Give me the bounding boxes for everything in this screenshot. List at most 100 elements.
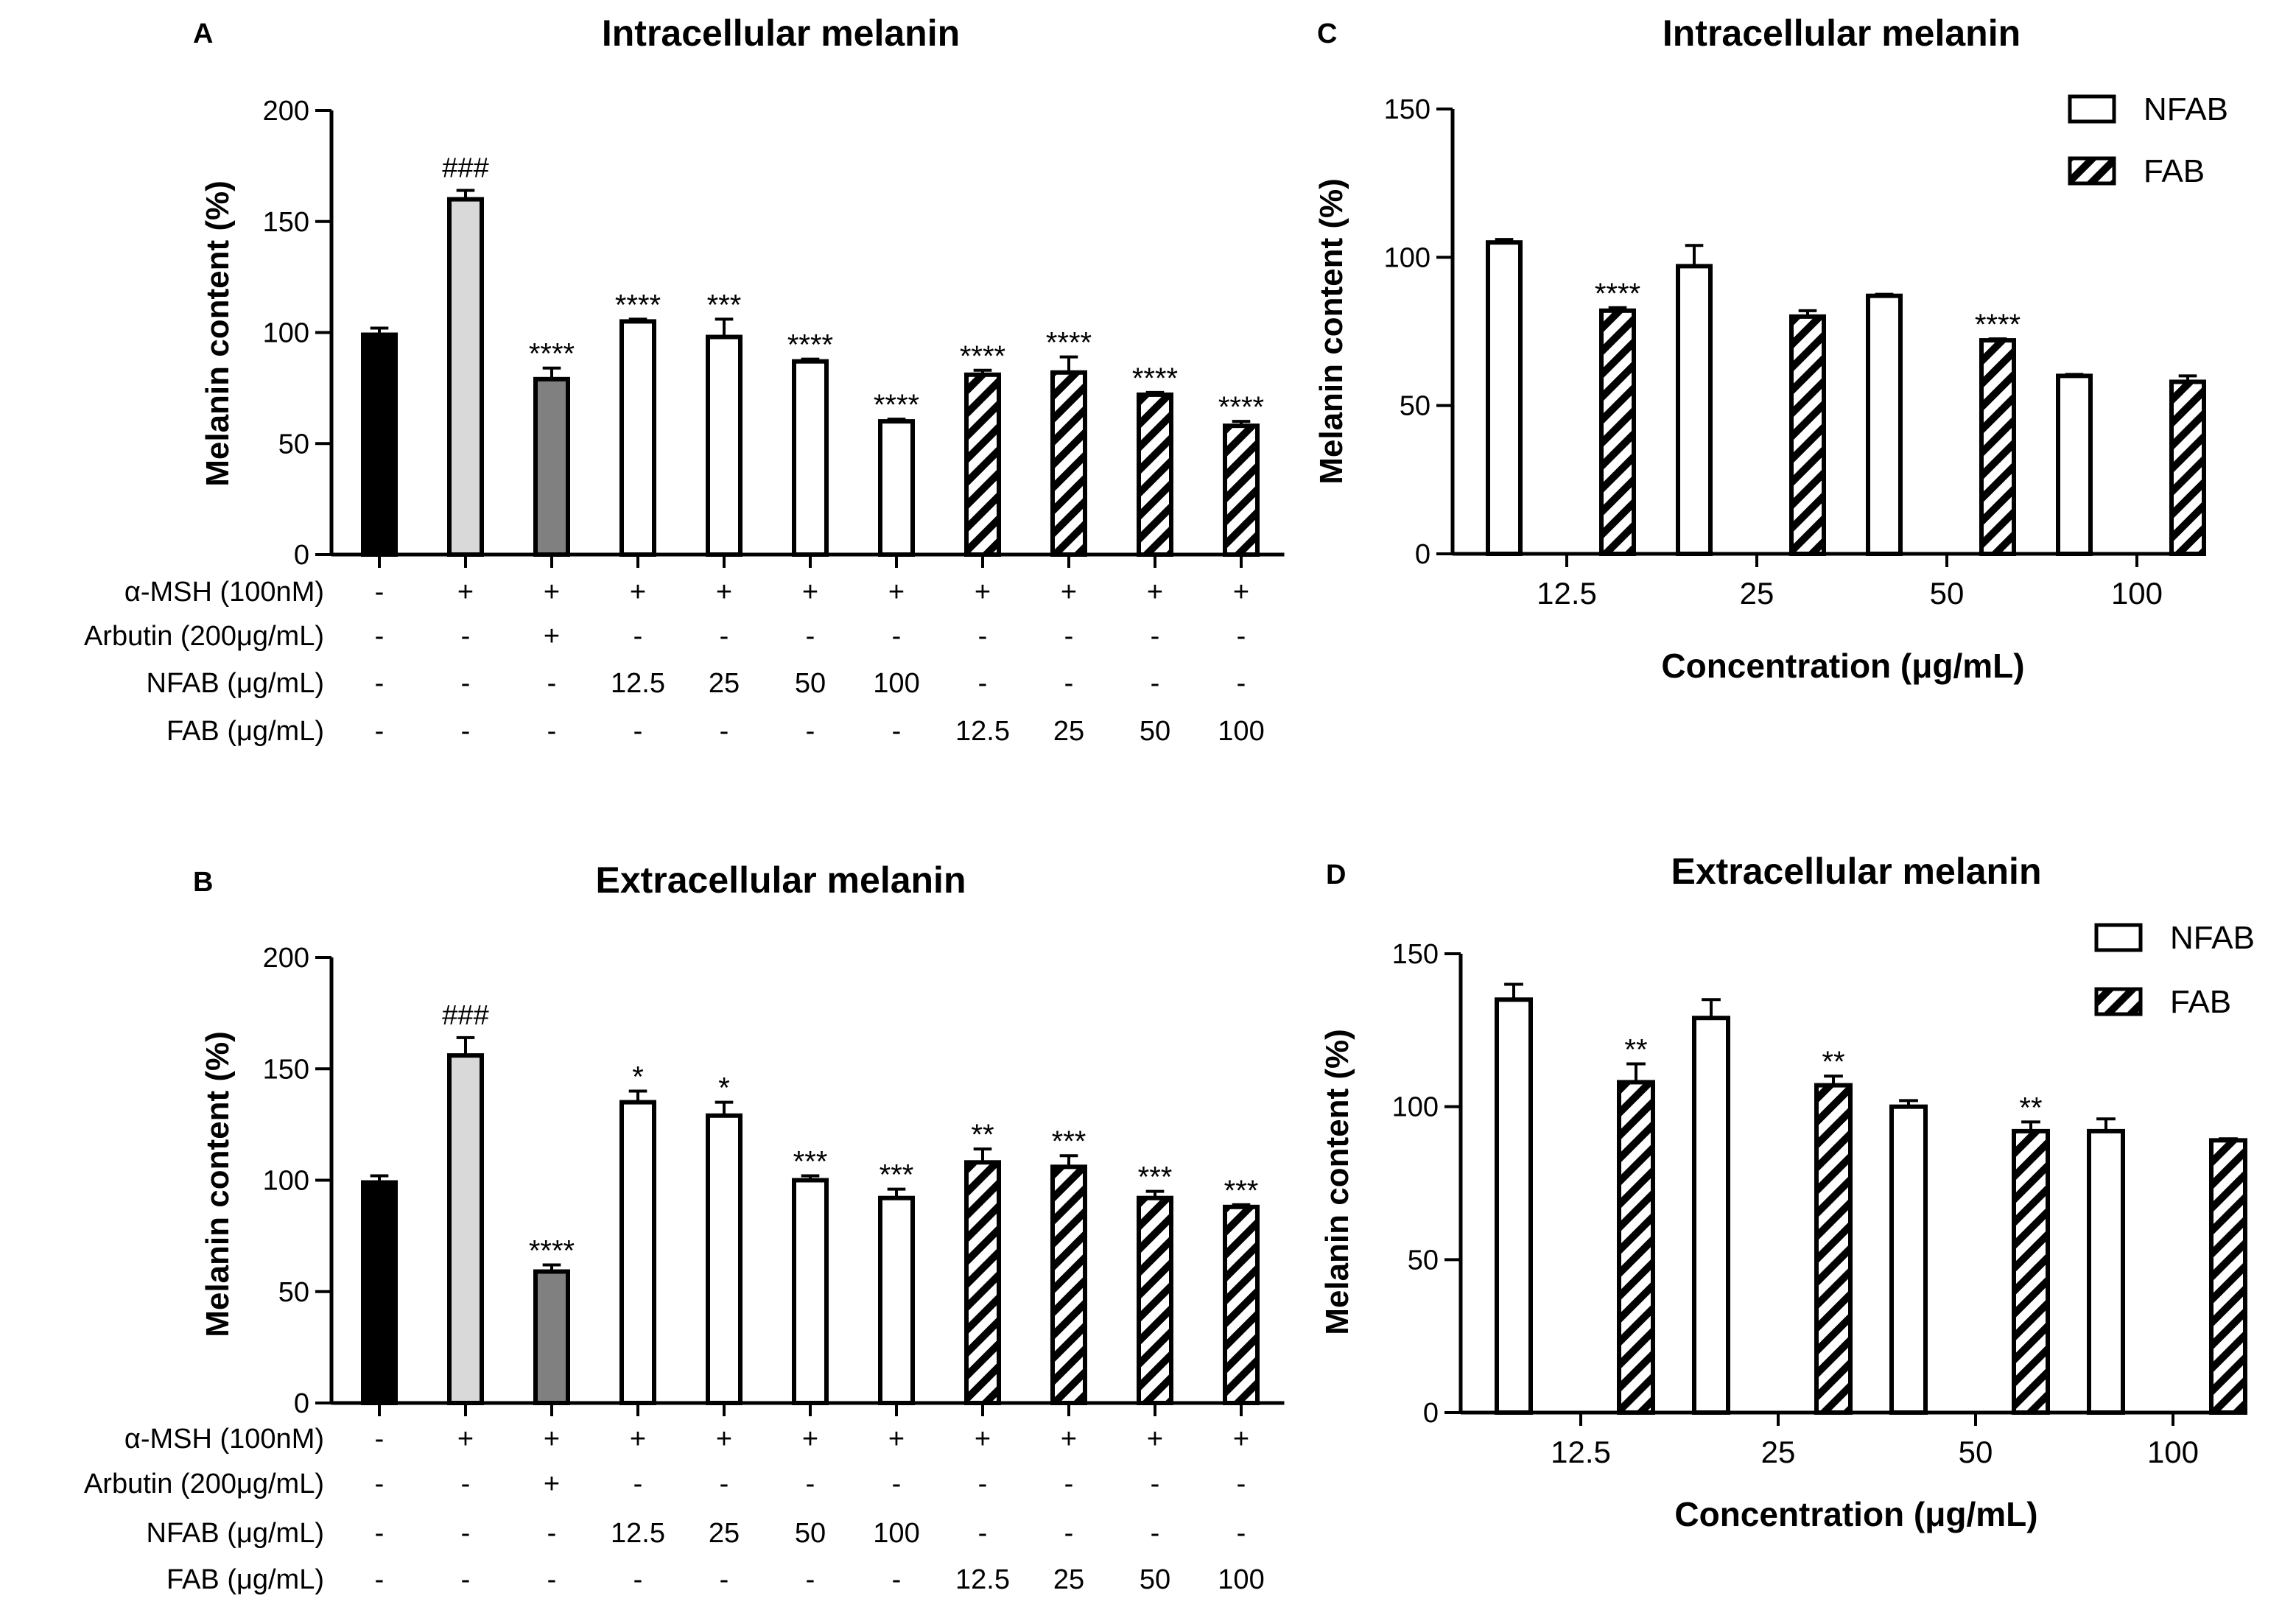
- panel-d-x-tick-label: 25: [1761, 1435, 1796, 1469]
- panel-d-legend-label-nfab: NFAB: [2170, 920, 2255, 956]
- panel-b-treatment-value: 50: [795, 1518, 826, 1549]
- panel-a-treatment-value: +: [888, 577, 905, 608]
- panel-b-treatment-value: 100: [873, 1518, 919, 1549]
- panel-a-treatment-value: +: [1061, 577, 1077, 608]
- panel-c-x-tick-label: 50: [1930, 576, 1965, 611]
- panel-a-treatment-value: -: [461, 621, 471, 652]
- panel-d-nfab-bar: [1692, 1016, 1730, 1415]
- panel-a-treatment-label: NFAB (μg/mL): [147, 668, 325, 699]
- panel-c-y-tick-label: 0: [1415, 539, 1430, 570]
- panel-b-significance-label: *: [718, 1072, 730, 1105]
- panel-b-bar: [964, 1160, 1001, 1406]
- panel-b-treatment-value: -: [1237, 1518, 1246, 1549]
- panel-b-title: Extracellular melanin: [595, 859, 966, 901]
- panel-d-fab-bar: [2209, 1138, 2247, 1416]
- panel-b-treatment-value: -: [547, 1518, 557, 1549]
- panel-a-treatment-value: -: [978, 668, 988, 699]
- panel-b-treatment-value: +: [716, 1424, 732, 1455]
- panel-a-treatment-value: -: [1151, 668, 1160, 699]
- panel-a-significance-label: ****: [960, 340, 1005, 373]
- panel-b-treatment-value: +: [457, 1424, 474, 1455]
- panel-a-treatment-value: -: [375, 716, 385, 747]
- panel-a-treatment-value: +: [802, 577, 818, 608]
- panel-b-treatment-value: -: [1064, 1518, 1074, 1549]
- panel-a-y-tick-label: 0: [294, 540, 309, 571]
- panel-b-treatment-value: -: [375, 1469, 385, 1499]
- panel-a-treatment-value: +: [630, 577, 646, 608]
- panel-b-treatment-value: -: [461, 1469, 471, 1499]
- panel-a-treatment-value: -: [1064, 668, 1074, 699]
- panel-d-plot: 0 50 100 150 ** 12.5 ** 25 ** 50 100: [1392, 939, 2247, 1469]
- panel-a-treatment-value: -: [633, 716, 643, 747]
- panel-d-x-tick-label: 12.5: [1551, 1435, 1611, 1469]
- panel-c-nfab-bar: [1676, 264, 1713, 556]
- panel-d-fab-bar: [2012, 1128, 2050, 1415]
- panel-a-bar: [619, 319, 656, 557]
- panel-a-treatment-value: 50: [1140, 716, 1170, 747]
- panel-d-xlabel: Concentration (μg/mL): [1674, 1495, 2037, 1533]
- panel-a-treatment-value: +: [457, 577, 474, 608]
- panel-d-fab-significance-label: **: [1624, 1034, 1647, 1066]
- panel-b-treatment-value: -: [892, 1469, 902, 1499]
- panel-a-treatment-value: 50: [795, 668, 826, 699]
- panel-a-treatment-value: -: [720, 716, 729, 747]
- panel-b-bar: [447, 1053, 484, 1405]
- panel-d-fab-significance-label: **: [2019, 1091, 2042, 1124]
- panel-a-treatment-value: +: [1147, 577, 1163, 608]
- panel-a-treatment-value: -: [375, 668, 385, 699]
- panel-d-legend-swatch-fab: [2094, 987, 2143, 1016]
- panel-d-legend-label-fab: FAB: [2170, 984, 2231, 1020]
- panel-c-title: Intracellular melanin: [1663, 13, 2021, 54]
- panel-d-y-tick-label: 0: [1423, 1398, 1439, 1429]
- panel-d-fab-bar: [1814, 1083, 1853, 1416]
- panel-c-fab-bar: [1599, 308, 1636, 556]
- panel-a-y-tick-label: 100: [263, 318, 309, 349]
- panel-d-legend-swatch-nfab: [2094, 923, 2143, 952]
- panel-d-x-tick-label: 100: [2147, 1435, 2199, 1469]
- panel-letter-a: A: [193, 18, 213, 49]
- panel-a-bar: [878, 419, 915, 557]
- panel-a-bar: [1223, 423, 1260, 557]
- panel-a-ylabel: Melanin content (%): [200, 180, 236, 487]
- panel-b-treatment-value: -: [1064, 1469, 1074, 1499]
- panel-c-nfab-bar: [1866, 293, 1903, 556]
- panel-b-bar: [361, 1180, 398, 1406]
- panel-a-treatment-value: -: [1237, 668, 1246, 699]
- panel-c-fab-bar: [2169, 379, 2206, 556]
- panel-a-treatment-value: +: [1233, 577, 1249, 608]
- panel-b-bar: [1050, 1164, 1087, 1405]
- panel-b-significance-label: ###: [442, 1000, 488, 1031]
- panel-a-treatment-label: α-MSH (100nM): [124, 577, 324, 608]
- panel-b-treatment-value: -: [461, 1518, 471, 1549]
- panel-b-y-tick-label: 0: [294, 1388, 309, 1419]
- panel-a-treatment-value: -: [1064, 621, 1074, 652]
- panel-a-treatment-value: -: [375, 577, 385, 608]
- panel-b-treatment-value: +: [1147, 1424, 1163, 1455]
- panel-d-legend: NFAB FAB: [2094, 920, 2255, 1020]
- panel-a-treatment-label: Arbutin (200μg/mL): [84, 621, 324, 652]
- panel-c-fab-significance-label: ****: [1595, 278, 1640, 310]
- panel-d: D Extracellular melanin Melanin content …: [1319, 851, 2255, 1533]
- panel-b-bar: [1223, 1204, 1260, 1406]
- panel-a-treatment-value: -: [375, 621, 385, 652]
- panel-c-y-tick-label: 150: [1384, 94, 1430, 125]
- panel-a-treatment-value: +: [544, 621, 560, 652]
- panel-b-significance-label: ***: [1138, 1161, 1173, 1194]
- panel-b-treatment-value: +: [544, 1424, 560, 1455]
- panel-b-treatment-value: -: [892, 1564, 902, 1595]
- panel-c-ylabel: Melanin content (%): [1313, 178, 1349, 485]
- panel-c-fab-significance-label: ****: [1975, 309, 2021, 341]
- panel-b-bar: [792, 1178, 829, 1405]
- panel-b-treatment-value: -: [1151, 1518, 1160, 1549]
- panel-a-treatment-value: +: [716, 577, 732, 608]
- panel-a-significance-label: ****: [529, 338, 575, 370]
- panel-b-significance-label: ***: [880, 1159, 914, 1192]
- panel-a-bar: [706, 334, 742, 557]
- panel-a-treatment-value: 100: [873, 668, 919, 699]
- panel-b-treatment-table: α-MSH (100nM) - + + + + + + + + + + Arbutin (200μg/m…: [84, 1424, 1265, 1595]
- panel-b-ylabel: Melanin content (%): [200, 1031, 236, 1337]
- panel-b-treatment-value: +: [630, 1424, 646, 1455]
- panel-c-fab-bar: [1789, 314, 1826, 556]
